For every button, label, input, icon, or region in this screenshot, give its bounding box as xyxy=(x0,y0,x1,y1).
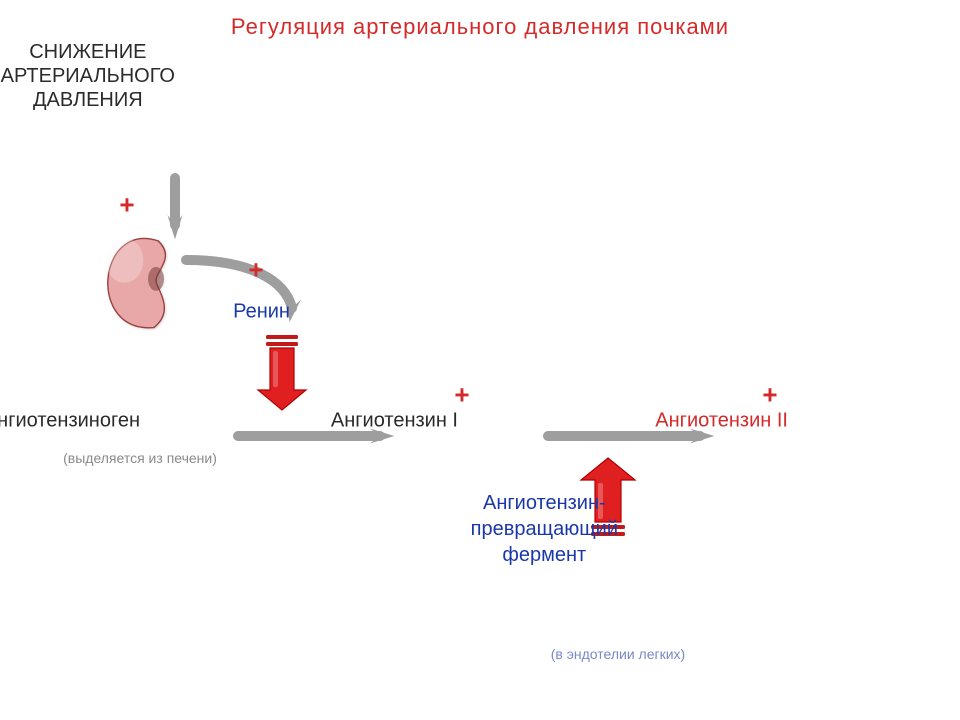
plus-sign-3: + xyxy=(762,380,777,411)
renin-label: Ренин xyxy=(233,300,290,323)
bp-to-kidney-arrow xyxy=(167,178,182,239)
kidney-icon xyxy=(106,238,166,328)
angiotensin1-label: Ангиотензин I xyxy=(331,409,458,432)
angiotensin2-label: Ангиотензин II xyxy=(655,409,788,432)
bp-drop-line-2: ДАВЛЕНИЯ xyxy=(1,88,175,112)
plus-sign-1: + xyxy=(248,255,263,286)
angiotensinogen-label: Ангиотензиноген xyxy=(0,409,140,432)
page-title: Регуляция артериального давления почками xyxy=(0,14,960,40)
renin-down-arrow xyxy=(258,335,306,410)
plus-sign-0: + xyxy=(119,190,134,221)
bp-drop-line-0: СНИЖЕНИЕ xyxy=(1,40,175,64)
plus-sign-2: + xyxy=(454,380,469,411)
bp-drop-label: СНИЖЕНИЕАРТЕРИАЛЬНОГОДАВЛЕНИЯ xyxy=(1,40,175,112)
angiotensinogen-sublabel: (выделяется из печени) xyxy=(63,450,217,466)
ace-line-1: превращающий xyxy=(471,516,618,542)
bp-drop-line-1: АРТЕРИАЛЬНОГО xyxy=(1,64,175,88)
ace-line-2: фермент xyxy=(471,542,618,568)
ace-label: Ангиотензин-превращающийфермент xyxy=(471,490,618,568)
ace-sublabel: (в эндотелии легких) xyxy=(551,646,685,662)
ace-line-0: Ангиотензин- xyxy=(471,490,618,516)
